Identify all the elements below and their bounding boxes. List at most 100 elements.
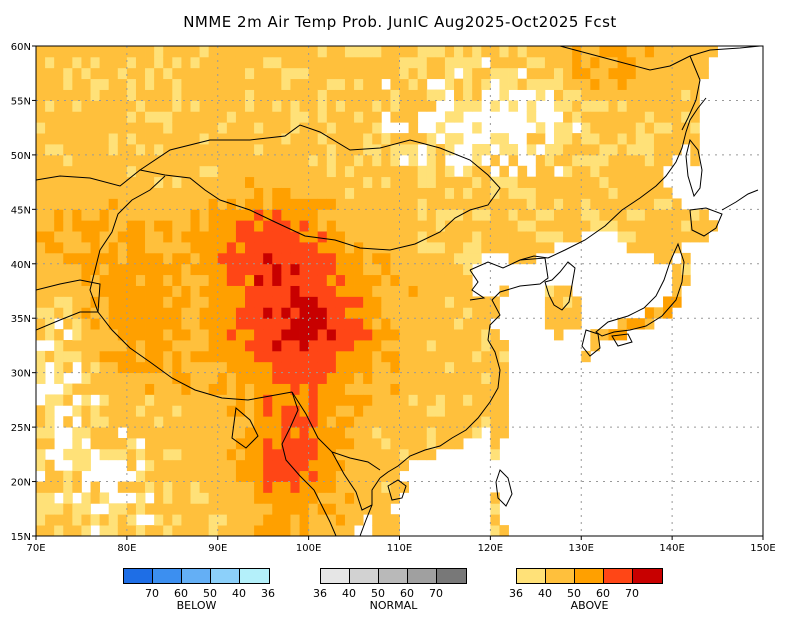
probability-cell — [163, 340, 173, 352]
probability-cell — [553, 296, 564, 308]
probability-cell — [45, 165, 55, 178]
probability-cell — [154, 111, 164, 123]
probability-cell — [553, 89, 564, 101]
probability-cell — [190, 165, 200, 178]
probability-cell — [317, 372, 328, 384]
probability-cell — [326, 100, 337, 112]
probability-cell — [272, 329, 282, 341]
probability-cell — [363, 448, 373, 461]
probability-cell — [490, 438, 500, 450]
probability-cell — [181, 383, 191, 395]
probability-cell — [535, 209, 546, 221]
probability-cell — [454, 209, 464, 221]
probability-cell — [544, 318, 555, 330]
probability-cell — [272, 481, 282, 493]
probability-cell — [435, 405, 446, 417]
probability-cell — [117, 274, 128, 286]
probability-cell — [290, 242, 300, 254]
probability-cell — [72, 78, 82, 90]
probability-cell — [435, 122, 446, 134]
probability-cell — [145, 176, 155, 188]
probability-cell — [308, 296, 319, 308]
probability-cell — [235, 416, 246, 428]
probability-cell — [208, 307, 219, 319]
probability-cell — [163, 231, 173, 243]
probability-cell — [281, 198, 291, 210]
probability-cell — [472, 89, 482, 101]
probability-cell — [36, 220, 46, 232]
probability-cell — [381, 144, 391, 156]
border-north-korea — [519, 255, 549, 261]
probability-cell — [245, 111, 255, 123]
probability-cell — [172, 209, 182, 221]
probability-cell — [263, 492, 273, 504]
probability-cell — [54, 263, 64, 276]
probability-cell — [290, 481, 300, 493]
probability-cell — [163, 296, 173, 308]
probability-cell — [317, 459, 328, 472]
probability-cell — [308, 220, 319, 232]
probability-cell — [135, 340, 146, 352]
probability-cell — [235, 383, 246, 395]
coastline-russia-coast — [547, 97, 707, 259]
probability-cell — [308, 438, 319, 450]
probability-cell — [617, 220, 628, 232]
probability-cell — [263, 296, 273, 308]
probability-cell — [508, 56, 519, 69]
probability-cell — [344, 438, 355, 450]
probability-cell — [163, 209, 173, 221]
probability-cell — [490, 56, 500, 69]
probability-cell — [344, 372, 355, 384]
legend-normal-swatches — [320, 568, 467, 584]
probability-cell — [172, 372, 182, 384]
probability-cell — [308, 111, 319, 123]
probability-cell — [308, 46, 319, 58]
probability-cell — [390, 383, 400, 395]
probability-cell — [126, 459, 137, 472]
probability-cell — [572, 133, 582, 145]
probability-cell — [563, 144, 573, 156]
probability-cell — [299, 481, 310, 493]
probability-cell — [681, 78, 691, 90]
probability-cell — [563, 220, 573, 232]
probability-cell — [245, 176, 255, 188]
probability-cell — [217, 503, 228, 515]
probability-cell — [235, 111, 246, 123]
probability-cell — [563, 78, 573, 90]
probability-cell — [399, 329, 409, 341]
probability-cell — [72, 383, 82, 395]
lon-label: 150E — [750, 543, 775, 554]
probability-cell — [372, 274, 382, 286]
probability-cell — [154, 372, 164, 384]
probability-cell — [599, 176, 609, 188]
probability-cell — [335, 263, 346, 276]
probability-cell — [199, 307, 210, 319]
probability-cell — [36, 111, 46, 123]
probability-cell — [90, 56, 101, 69]
probability-cell — [354, 89, 364, 101]
probability-cell — [72, 263, 82, 276]
probability-cell — [481, 220, 491, 232]
probability-cell — [663, 78, 673, 90]
probability-cell — [572, 100, 582, 112]
probability-cell — [145, 372, 155, 384]
probability-cell — [444, 329, 455, 341]
probability-cell — [281, 285, 291, 297]
probability-cell — [390, 46, 400, 58]
probability-cell — [572, 176, 582, 188]
probability-cell — [381, 285, 391, 297]
probability-cell — [472, 100, 482, 112]
probability-cell — [263, 503, 273, 515]
probability-cell — [417, 67, 428, 80]
probability-cell — [572, 144, 582, 156]
probability-cell — [644, 122, 655, 134]
probability-cell — [381, 350, 391, 363]
probability-cell — [426, 274, 437, 286]
probability-cell — [635, 78, 646, 90]
probability-cell — [399, 78, 409, 90]
probability-cell — [454, 296, 464, 308]
probability-cell — [417, 263, 428, 276]
probability-cell — [45, 274, 55, 286]
probability-cell — [99, 285, 110, 297]
probability-cell — [326, 122, 337, 134]
